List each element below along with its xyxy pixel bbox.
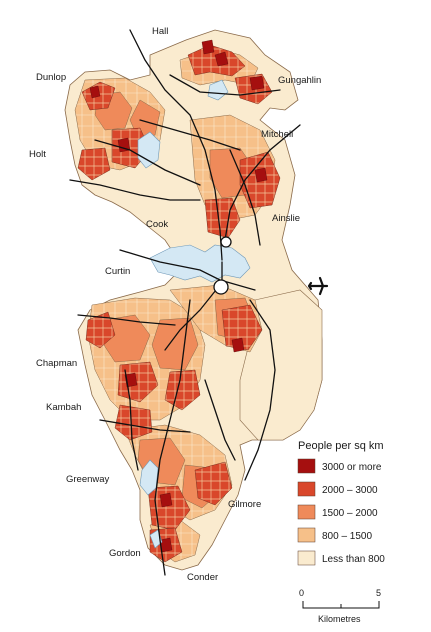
lake-ginninderra <box>137 131 161 169</box>
erindale-drive <box>204 379 236 461</box>
parkes-way <box>119 249 256 291</box>
place-label-kambah: Kambah <box>46 402 81 413</box>
state-circle <box>213 279 229 295</box>
scale-label-max: 5 <box>376 588 381 598</box>
city-hill-circle <box>220 236 232 248</box>
legend-swatch-2000-3000 <box>297 481 316 497</box>
horse-park-drive <box>169 74 281 96</box>
tuggeranong-parkway <box>154 299 191 576</box>
legend-label-below-800: Less than 800 <box>322 554 385 565</box>
legend-swatch-below-800 <box>297 550 316 566</box>
place-labels: Hall Dunlop Gungahlin Mitchell Holt Ains… <box>29 26 321 583</box>
legend-swatch-1500-2000 <box>297 504 316 520</box>
place-label-curtin: Curtin <box>105 266 130 277</box>
legend-swatch-800-1500 <box>297 527 316 543</box>
william-hovell-drive <box>69 179 201 201</box>
place-label-conder: Conder <box>187 572 218 583</box>
adelaide-ave <box>164 284 221 351</box>
drakeford-drive <box>124 369 139 471</box>
place-label-holt: Holt <box>29 149 46 160</box>
barton-highway <box>129 29 223 261</box>
place-label-cook: Cook <box>146 219 168 230</box>
place-label-gungahlin: Gungahlin <box>278 75 321 86</box>
lake-burley-griffin <box>149 244 251 283</box>
belconnen-way <box>94 139 201 186</box>
monaro-highway <box>244 299 276 481</box>
yerrabi-pond <box>207 79 229 101</box>
lakes <box>137 79 251 549</box>
legend-label-1500-2000: 1500 – 2000 <box>322 508 378 519</box>
scale-label-min: 0 <box>299 588 304 598</box>
place-label-gilmore: Gilmore <box>228 499 261 510</box>
legend: People per sq km 3000 or more 2000 – 300… <box>297 440 385 566</box>
airplane-icon <box>307 276 329 296</box>
place-label-hall: Hall <box>152 26 168 37</box>
place-label-gordon: Gordon <box>109 548 141 559</box>
legend-label-3000-plus: 3000 or more <box>322 462 382 473</box>
legend-label-2000-3000: 2000 – 3000 <box>322 485 378 496</box>
place-label-dunlop: Dunlop <box>36 72 66 83</box>
place-label-greenway: Greenway <box>66 474 110 485</box>
legend-title: People per sq km <box>298 440 384 452</box>
federal-highway <box>224 124 301 241</box>
roads <box>69 29 301 576</box>
scale-bar: 0 5 Kilometres <box>299 588 381 624</box>
gungahlin-drive <box>139 119 241 151</box>
place-label-chapman: Chapman <box>36 358 77 369</box>
ainslie-links <box>229 149 261 246</box>
city-circles <box>213 236 232 295</box>
place-label-ainslie: Ainslie <box>272 213 300 224</box>
cotter-road <box>77 314 176 326</box>
legend-swatch-3000-plus <box>297 458 316 474</box>
place-label-mitchell: Mitchell <box>261 129 293 140</box>
density-3000-plus-regions <box>89 39 268 553</box>
scale-unit-label: Kilometres <box>318 614 361 624</box>
legend-label-800-1500: 800 – 1500 <box>322 531 372 542</box>
athllon-drive <box>99 419 191 433</box>
